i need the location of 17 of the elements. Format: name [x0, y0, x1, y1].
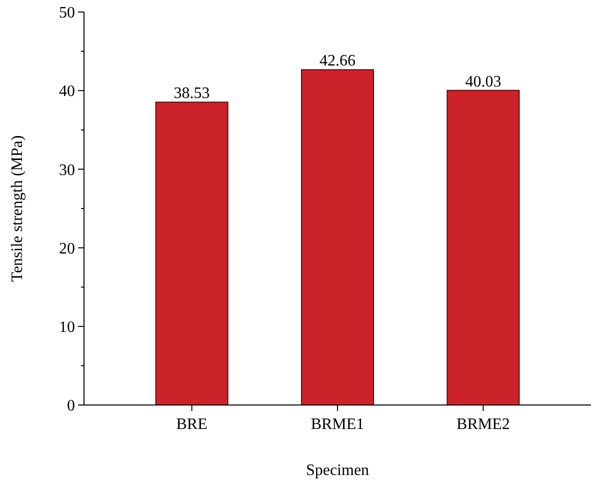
- y-tick-label: 40: [59, 83, 75, 100]
- x-tick-label: BRME2: [456, 416, 510, 433]
- data-label: 42.66: [320, 52, 356, 70]
- x-tick-label: BRME1: [310, 416, 364, 433]
- y-axis-title: Tensile strength (MPa): [9, 135, 26, 282]
- y-tick-label: 20: [59, 240, 75, 258]
- bar: [446, 90, 520, 406]
- x-axis-title: Specimen: [306, 462, 370, 479]
- y-tick-label: 50: [59, 4, 75, 22]
- bar: [301, 69, 374, 406]
- y-tick-label: 0: [67, 398, 75, 415]
- y-tick-label: 30: [59, 162, 75, 179]
- x-tick-label: BRE: [176, 416, 208, 433]
- data-label: 40.03: [465, 73, 502, 90]
- y-tick-label: 10: [59, 319, 75, 336]
- data-label: 38.53: [174, 85, 210, 102]
- bar: [155, 102, 228, 406]
